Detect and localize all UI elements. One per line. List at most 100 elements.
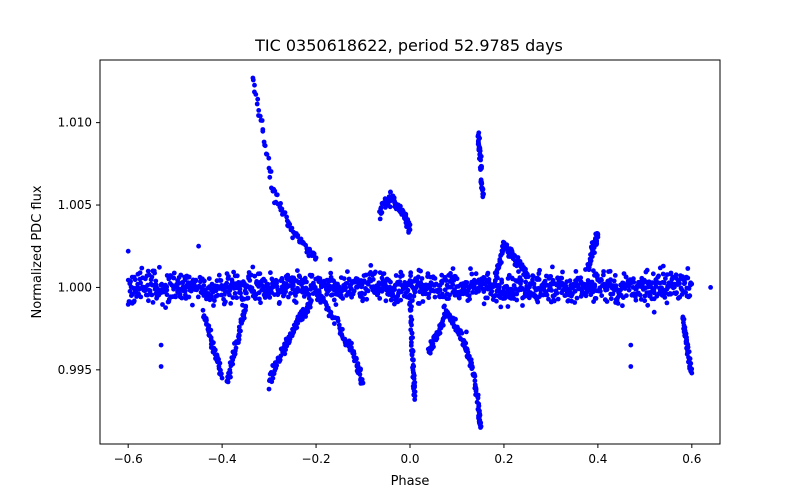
- data-point: [415, 274, 421, 280]
- data-point: [615, 301, 621, 306]
- data-point: [387, 204, 393, 210]
- data-point: [549, 288, 554, 293]
- data-point: [663, 276, 668, 281]
- data-point: [158, 364, 164, 369]
- data-point: [179, 295, 185, 301]
- data-point: [608, 277, 613, 282]
- data-point: [467, 296, 472, 302]
- data-point: [327, 257, 333, 262]
- data-point: [265, 281, 271, 287]
- data-point: [410, 335, 415, 340]
- data-point: [178, 272, 184, 278]
- data-point: [397, 279, 403, 284]
- data-point: [228, 374, 233, 380]
- data-point: [257, 296, 262, 302]
- data-point: [473, 388, 479, 394]
- data-point: [485, 295, 490, 301]
- data-point: [592, 250, 597, 256]
- data-point: [485, 270, 491, 276]
- data-point: [479, 181, 484, 187]
- data-point: [252, 82, 257, 88]
- data-point: [290, 283, 296, 289]
- data-point: [594, 242, 599, 248]
- data-point: [578, 275, 584, 281]
- data-point: [472, 378, 478, 384]
- data-point: [306, 292, 312, 298]
- data-point: [417, 301, 422, 306]
- data-point: [360, 296, 366, 301]
- data-point: [418, 268, 423, 274]
- x-tick-label: 0.6: [682, 452, 701, 466]
- data-point: [476, 414, 482, 420]
- data-point: [360, 380, 366, 386]
- data-point: [684, 341, 690, 346]
- data-point: [544, 292, 550, 298]
- data-point: [409, 322, 414, 328]
- data-point: [551, 298, 557, 304]
- data-point: [472, 373, 478, 379]
- data-point: [341, 276, 347, 281]
- data-point: [283, 289, 288, 295]
- data-point: [256, 108, 262, 113]
- data-point: [303, 314, 308, 319]
- data-point: [531, 274, 536, 280]
- data-point: [592, 282, 598, 288]
- data-point: [499, 260, 504, 265]
- data-point: [224, 280, 230, 286]
- data-point: [456, 295, 462, 301]
- data-point: [268, 169, 274, 174]
- data-point: [232, 291, 238, 296]
- data-point: [219, 375, 225, 381]
- data-point: [494, 274, 499, 279]
- data-point: [163, 305, 169, 310]
- data-point: [253, 92, 259, 97]
- data-point: [683, 330, 689, 336]
- data-point: [559, 275, 565, 281]
- data-point: [437, 287, 443, 293]
- data-point: [252, 273, 258, 279]
- data-point: [152, 270, 158, 276]
- data-point: [674, 290, 679, 296]
- data-point: [147, 288, 153, 294]
- data-point: [283, 347, 288, 353]
- data-point: [182, 288, 188, 294]
- data-point: [548, 274, 554, 279]
- data-point: [153, 278, 159, 284]
- data-point: [623, 274, 629, 280]
- data-point: [613, 283, 619, 288]
- data-point: [287, 221, 293, 227]
- data-point: [685, 275, 691, 281]
- data-point: [204, 317, 209, 323]
- data-point: [254, 101, 260, 107]
- data-point: [332, 321, 337, 326]
- data-point: [473, 271, 479, 277]
- data-point: [153, 282, 159, 288]
- data-point: [230, 361, 236, 367]
- data-point: [288, 291, 293, 296]
- data-point: [138, 280, 144, 286]
- data-point: [611, 278, 617, 284]
- data-point: [465, 349, 471, 355]
- data-point: [608, 296, 614, 302]
- data-point: [313, 255, 319, 261]
- data-point: [498, 304, 504, 310]
- data-point: [633, 297, 639, 303]
- data-point: [631, 279, 637, 285]
- y-tick-label: 1.000: [58, 280, 92, 294]
- data-point: [227, 292, 232, 298]
- data-point: [238, 328, 243, 334]
- data-point: [687, 356, 693, 362]
- data-point: [336, 284, 342, 290]
- data-point: [237, 286, 243, 292]
- data-point: [420, 299, 426, 304]
- data-point: [216, 272, 222, 278]
- data-point: [531, 281, 537, 287]
- data-point: [432, 276, 438, 281]
- data-point: [284, 214, 289, 220]
- data-point: [381, 271, 387, 276]
- y-tick-label: 0.995: [58, 363, 92, 377]
- data-point: [259, 118, 265, 123]
- data-point: [365, 288, 371, 294]
- data-point: [149, 292, 155, 298]
- data-point: [631, 276, 636, 282]
